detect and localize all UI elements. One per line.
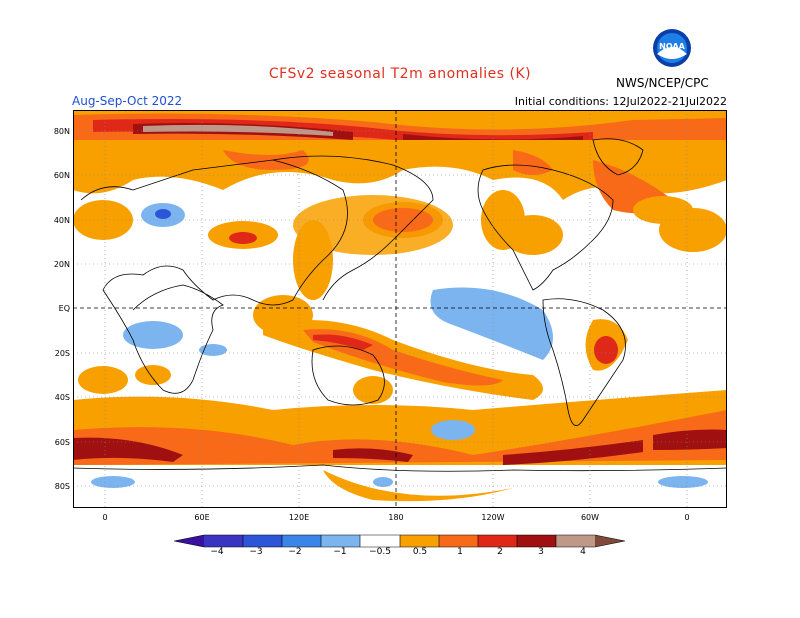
lon-label: 60W: [580, 513, 600, 522]
lon-label: 180: [388, 513, 404, 522]
colorbar-tick: −1: [333, 547, 347, 557]
colorbar-swatch: [321, 535, 360, 547]
season-label: Aug-Sep-Oct 2022: [72, 94, 183, 108]
colorbar-swatch: [360, 535, 400, 547]
initial-conditions: Initial conditions: 12Jul2022-21Jul2022: [514, 95, 727, 108]
lat-label: 60N: [53, 171, 70, 180]
colorbar-swatch: [439, 535, 478, 547]
colorbar-tick: −3: [249, 547, 263, 557]
colorbar-tick: −0.5: [369, 547, 391, 557]
lon-label: 120E: [288, 513, 310, 522]
grid-lines: [73, 110, 727, 508]
colorbar-swatch: [595, 535, 625, 547]
lat-label: 20N: [53, 260, 70, 269]
agency-label: NWS/NCEP/CPC: [616, 76, 709, 90]
lat-label: 40N: [53, 216, 70, 225]
colorbar-swatch: [204, 535, 243, 547]
colorbar-tick: 2: [497, 547, 503, 557]
lat-label: 80S: [54, 482, 70, 491]
lat-label: 80N: [53, 127, 70, 136]
colorbar-swatch: [478, 535, 517, 547]
colorbar-swatch: [174, 535, 204, 547]
chart-title: CFSv2 seasonal T2m anomalies (K): [268, 66, 532, 82]
colorbar-tick: 4: [580, 547, 586, 557]
colorbar-tick: 3: [538, 547, 544, 557]
lat-label: EQ: [58, 304, 70, 313]
colorbar-swatch: [243, 535, 282, 547]
lon-label: 60E: [194, 513, 210, 522]
colorbar-tick: 1: [457, 547, 463, 557]
colorbar-swatch: [282, 535, 321, 547]
colorbar-swatch: [556, 535, 595, 547]
colorbar-swatch: [517, 535, 556, 547]
map-frame: [73, 110, 727, 508]
anomaly-map: [73, 110, 727, 508]
lon-label: 0: [102, 513, 108, 522]
colorbar-tick: 0.5: [412, 547, 428, 557]
colorbar: [174, 534, 626, 548]
colorbar-tick: −2: [288, 547, 302, 557]
colorbar-swatch: [400, 535, 439, 547]
lat-label: 20S: [54, 349, 70, 358]
lat-label: 40S: [54, 393, 70, 402]
noaa-logo: NOAA: [653, 29, 691, 67]
coastlines: [73, 138, 727, 472]
lon-label: 120W: [481, 513, 505, 522]
anomaly-shading: [73, 110, 727, 508]
lat-label: 60S: [54, 438, 70, 447]
colorbar-tick: −4: [210, 547, 224, 557]
logo-text: NOAA: [659, 42, 685, 51]
reference-lines: [73, 110, 727, 508]
lon-label: 0: [684, 513, 690, 522]
